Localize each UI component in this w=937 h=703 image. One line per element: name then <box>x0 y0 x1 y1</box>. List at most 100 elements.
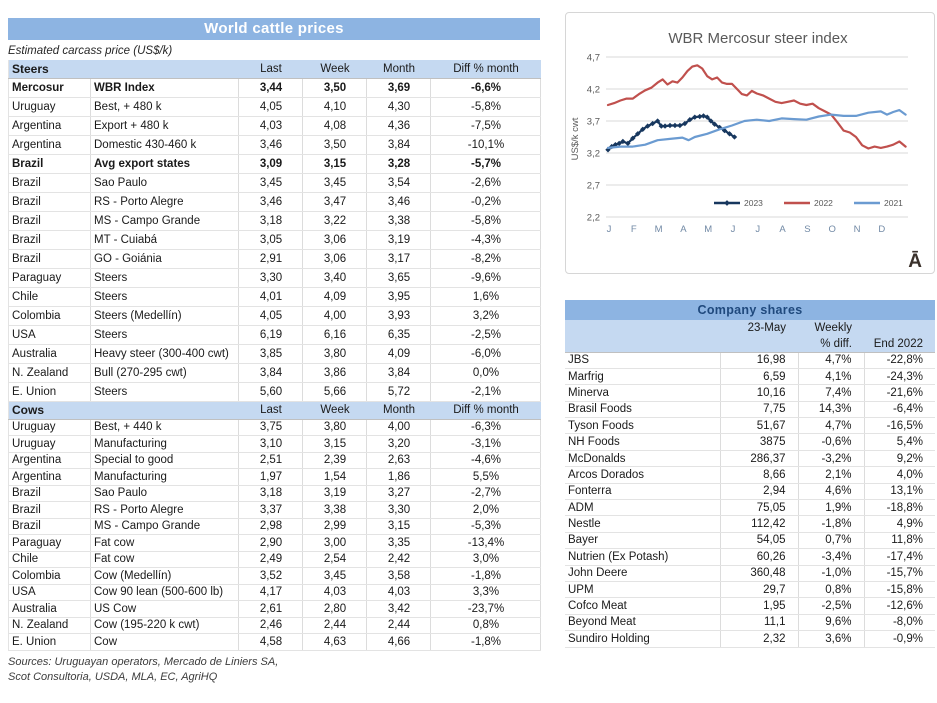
section-header-steers: Steers Last Week Month Diff % month <box>7 60 541 79</box>
price-row: Colombia Cow (Medellín) 3,52 3,45 3,58 -1,8% <box>8 567 542 585</box>
cell-last: 2,61 <box>238 600 304 618</box>
cell-end-2022: -0,9% <box>864 630 935 648</box>
cell-last: 3,75 <box>238 419 304 436</box>
world-cattle-prices-panel: World cattle prices Estimated carcass pr… <box>7 18 542 685</box>
cell-week: 5,66 <box>302 382 368 402</box>
price-row: USA Steers 6,19 6,16 6,35 -2,5% <box>8 325 542 345</box>
cell-end-2022: -15,7% <box>864 565 935 582</box>
cell-country: Brazil <box>8 154 91 174</box>
cell-end-2022: 5,4% <box>864 433 935 451</box>
cell-company-name: McDonalds <box>565 450 721 468</box>
cell-country: E. Union <box>8 382 91 402</box>
cell-diff: -2,1% <box>430 382 542 402</box>
cell-week: 3,45 <box>302 567 368 585</box>
cell-last: 4,03 <box>238 116 304 136</box>
x-tick-label: J <box>755 224 760 235</box>
cell-description: Best, + 480 k <box>90 97 240 117</box>
cell-company-name: JBS <box>565 352 721 369</box>
shares-header-row-2: % diff. End 2022 <box>565 336 935 353</box>
shares-title: Company shares <box>565 300 935 320</box>
cell-diff: -5,3% <box>430 518 542 535</box>
cell-last: 4,05 <box>238 306 304 326</box>
x-tick-label: N <box>854 224 861 235</box>
section-label: Cows <box>7 401 239 420</box>
cell-week: 2,39 <box>302 452 368 469</box>
cell-last: 3,46 <box>238 192 304 212</box>
cell-week: 3,45 <box>302 173 368 193</box>
sources-note: Sources: Uruguayan operators, Mercado de… <box>8 655 540 685</box>
x-tick-label: A <box>680 224 687 235</box>
cell-end-2022: -24,3% <box>864 368 935 386</box>
cell-weekly-diff: 3,6% <box>798 630 865 648</box>
cell-price: 29,7 <box>720 581 799 599</box>
cell-company-name: Sundiro Holding <box>565 630 721 648</box>
cell-diff: -9,6% <box>430 268 542 288</box>
cell-week: 4,63 <box>302 633 368 651</box>
cell-description: Steers <box>90 325 240 345</box>
cell-description: Cow 90 lean (500-600 lb) <box>90 584 240 601</box>
price-row: Australia US Cow 2,61 2,80 3,42 -23,7% <box>8 600 542 618</box>
cell-week: 3,80 <box>302 419 368 436</box>
cell-description: Steers <box>90 268 240 288</box>
cell-country: Colombia <box>8 306 91 326</box>
share-row: Brasil Foods 7,75 14,3% -6,4% <box>565 401 935 419</box>
cell-country: Argentina <box>8 452 91 469</box>
price-row: Paraguay Steers 3,30 3,40 3,65 -9,6% <box>8 268 542 288</box>
shares-header-row-1: 23-May Weekly <box>565 320 935 336</box>
cell-price: 10,16 <box>720 384 799 402</box>
cell-weekly-diff: 4,7% <box>798 352 865 369</box>
cell-diff: -8,2% <box>430 249 542 269</box>
cell-description: Export + 480 k <box>90 116 240 136</box>
cell-price: 2,94 <box>720 483 799 501</box>
cell-month: 3,65 <box>366 268 432 288</box>
share-row: Nestle 112,42 -1,8% 4,9% <box>565 515 935 533</box>
header-blank <box>864 320 935 336</box>
panel-subtitle: Estimated carcass price (US$/k) <box>8 45 173 57</box>
cell-week: 4,03 <box>302 584 368 601</box>
cell-company-name: Bayer <box>565 532 721 550</box>
cell-week: 2,44 <box>302 617 368 634</box>
header-blank <box>720 336 798 353</box>
cell-week: 1,54 <box>302 468 368 486</box>
price-row: Chile Steers 4,01 4,09 3,95 1,6% <box>8 287 542 307</box>
x-tick-label: M <box>655 224 663 235</box>
cell-week: 3,22 <box>302 211 368 231</box>
cell-week: 2,99 <box>302 518 368 535</box>
cell-price: 6,59 <box>720 368 799 386</box>
cell-last: 1,97 <box>238 468 304 486</box>
cell-week: 4,08 <box>302 116 368 136</box>
y-tick-label: 3,2 <box>587 149 600 160</box>
series-marker-2023 <box>625 140 631 147</box>
cell-price: 112,42 <box>720 515 799 533</box>
chart-title: WBR Mercosur steer index <box>668 30 848 47</box>
cell-weekly-diff: 4,6% <box>798 483 865 501</box>
cell-weekly-diff: -0,6% <box>798 433 865 451</box>
cell-end-2022: -18,8% <box>864 499 935 517</box>
cell-country: Paraguay <box>8 534 91 552</box>
price-row: Uruguay Best, + 440 k 3,75 3,80 4,00 -6,3% <box>8 419 542 436</box>
column-header-end-2022: End 2022 <box>864 336 935 353</box>
watermark-glyph: Ā <box>908 251 922 272</box>
cell-country: Brazil <box>8 230 91 250</box>
cell-last: 2,51 <box>238 452 304 469</box>
cell-diff: -6,3% <box>430 419 542 436</box>
y-tick-label: 4,7 <box>587 53 600 64</box>
share-row: Nutrien (Ex Potash) 60,26 -3,4% -17,4% <box>565 548 935 566</box>
sources-line-1: Sources: Uruguayan operators, Mercado de… <box>8 655 279 668</box>
cell-country: Argentina <box>8 116 91 136</box>
cell-month: 4,09 <box>366 344 432 364</box>
cell-description: Steers (Medellín) <box>90 306 240 326</box>
price-row: Brazil Avg export states 3,09 3,15 3,28 -5,7% <box>8 154 542 174</box>
cell-week: 4,09 <box>302 287 368 307</box>
legend-label-2023: 2023 <box>744 198 763 208</box>
cell-end-2022: -22,8% <box>864 352 935 369</box>
series-marker-2023 <box>662 123 668 129</box>
column-header-weekly: Weekly <box>798 320 864 336</box>
cell-price: 8,66 <box>720 466 799 484</box>
price-row: Uruguay Best, + 480 k 4,05 4,10 4,30 -5,8% <box>8 97 542 117</box>
cell-weekly-diff: -3,4% <box>798 548 865 566</box>
cell-diff: -6,0% <box>430 344 542 364</box>
cell-month: 3,42 <box>366 600 432 618</box>
company-shares-panel: Company shares 23-May Weekly% diff. End 20… <box>565 300 935 648</box>
column-header-diff: Diff % month <box>430 401 541 420</box>
